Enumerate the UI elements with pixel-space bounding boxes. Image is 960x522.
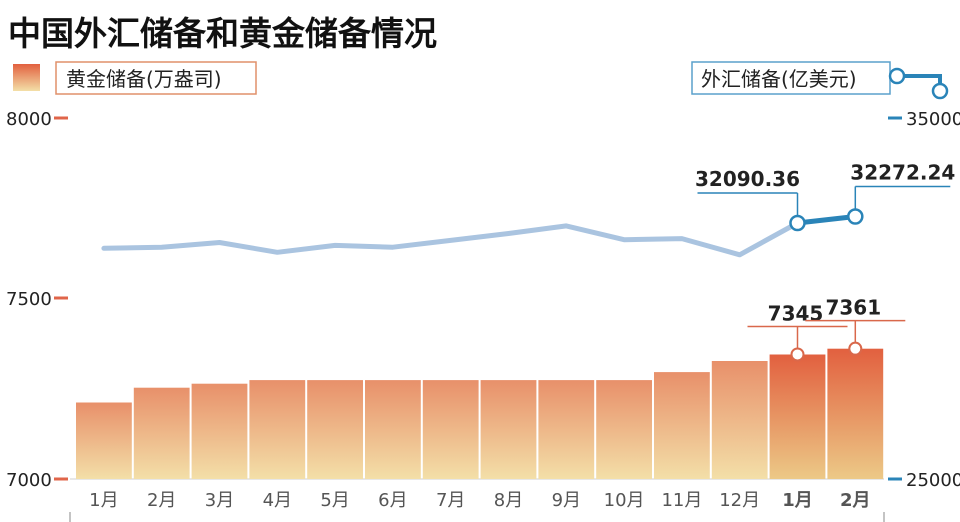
x-tick-label-6: 7月: [436, 490, 465, 511]
x-tick-label-2: 3月: [205, 490, 234, 511]
x-tick-label-3: 4月: [263, 490, 292, 511]
bar-gold-8: [538, 380, 595, 479]
bar-gold-13: [827, 348, 884, 479]
annotations: 7345 7361 32090.36 32272.24: [695, 160, 955, 362]
x-axis-labels: 1月 2月 3月 4月 5月 6月 7月 8月 9月 10月 11月 12月 1月 2月: [89, 490, 870, 511]
legend-label-fx: 外汇储备(亿美元): [701, 67, 857, 91]
left-tick-label-8000: 8000: [6, 109, 52, 130]
legend-line-fx: [888, 67, 949, 100]
x-tick-label-0: 1月: [89, 490, 118, 511]
line-fx: [101, 208, 864, 258]
x-tick-label-1: 2月: [147, 490, 176, 511]
bar-point-12: [790, 347, 805, 362]
x-tick-label-13: 2月: [840, 490, 871, 511]
line-fx-recent: [795, 214, 858, 226]
x-tick-label-7: 8月: [494, 490, 523, 511]
right-axis: 35000 25000: [888, 109, 960, 491]
legend-swatch-gold: [13, 64, 40, 91]
x-tick-label-8: 9月: [552, 490, 581, 511]
chart-title: 中国外汇储备和黄金储备情况: [8, 14, 437, 53]
x-tick-label-4: 5月: [320, 490, 349, 511]
right-tick-label-35000: 35000: [906, 109, 960, 130]
bar-gold-0: [76, 402, 132, 479]
left-tick-label-7500: 7500: [6, 289, 52, 310]
line-value-label-13: 32272.24: [850, 160, 955, 184]
x-tick-label-11: 12月: [719, 490, 760, 511]
bar-gold-4: [307, 380, 363, 479]
bar-point-13: [848, 341, 863, 356]
point-fx-13: [847, 208, 864, 225]
bar-gold-11: [711, 361, 768, 479]
bars-gold: [76, 348, 884, 479]
bar-value-label-13: 7361: [825, 296, 881, 320]
line-fx-history: [101, 220, 800, 258]
bar-value-label-12: 7345: [768, 301, 824, 325]
x-tick-label-10: 11月: [661, 490, 702, 511]
point-fx-12: [789, 214, 806, 232]
bar-gold-2: [191, 383, 248, 479]
legend-box-gold: [55, 61, 257, 95]
x-tick-label-12: 1月: [782, 490, 813, 511]
bar-gold-12: [769, 354, 826, 479]
left-tick-label-7000: 7000: [6, 470, 52, 491]
x-tick-label-9: 10月: [604, 490, 645, 511]
bar-gold-10: [654, 372, 710, 479]
bar-gold-7: [480, 380, 537, 479]
right-tick-label-25000: 25000: [906, 470, 960, 491]
left-axis: 8000 7500 7000: [6, 109, 68, 491]
line-value-label-12: 32090.36: [695, 167, 800, 191]
bar-gold-9: [596, 380, 652, 479]
x-tick-label-5: 6月: [378, 490, 407, 511]
bar-gold-5: [365, 380, 421, 479]
bar-gold-1: [133, 387, 190, 479]
bar-gold-6: [422, 380, 479, 479]
bar-gold-3: [249, 380, 306, 479]
legend-label-gold: 黄金储备(万盎司): [66, 67, 222, 91]
